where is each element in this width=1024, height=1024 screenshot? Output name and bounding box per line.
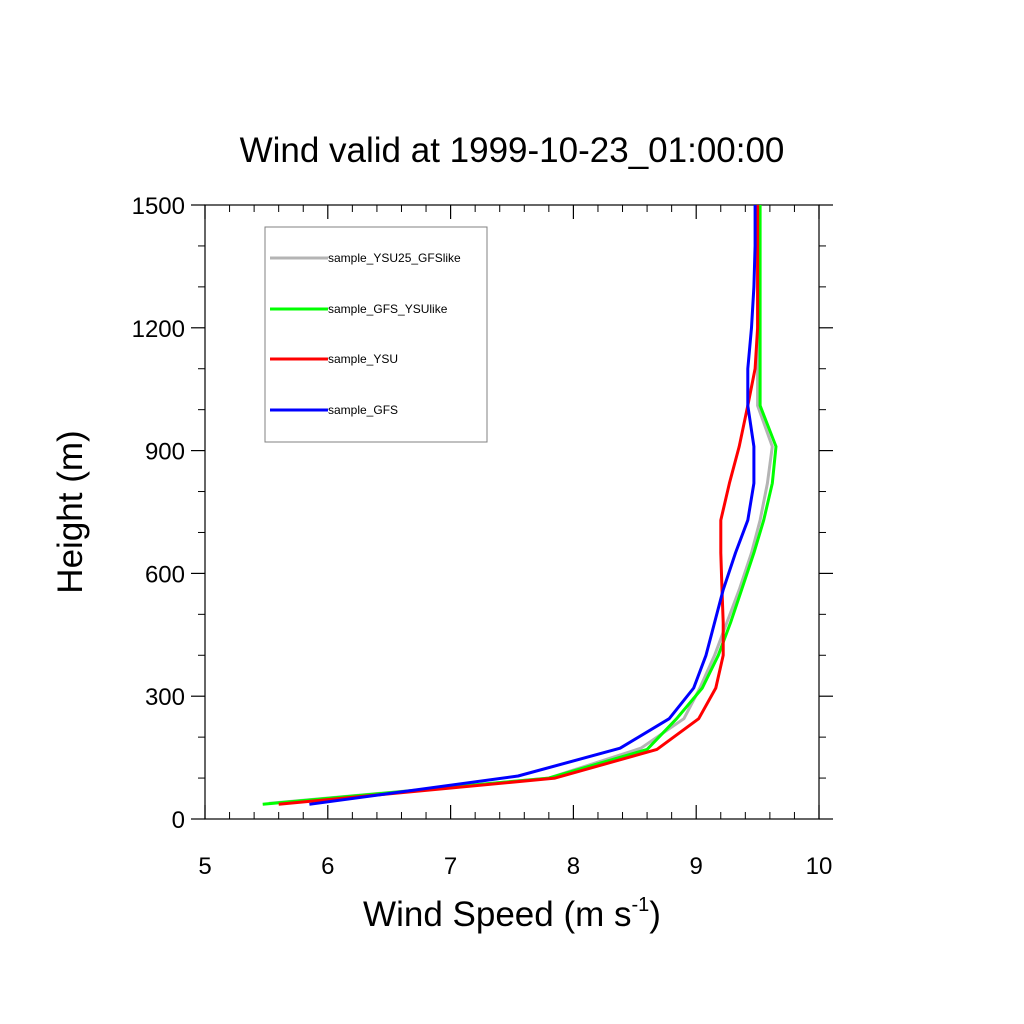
- axis-tick-labels: 5 6 7 8 9 10 0 300 600 900 1200 1500: [132, 193, 833, 880]
- y-tick-label: 600: [145, 561, 185, 588]
- y-tick-label: 300: [145, 684, 185, 711]
- x-tick-label: 9: [690, 853, 703, 880]
- legend: sample_YSU25_GFSlike sample_GFS_YSUlikesa…: [264, 226, 488, 443]
- y-tick-label: 1200: [132, 316, 185, 343]
- y-tick-label: 900: [145, 439, 185, 466]
- legend-label: sample_GFS: [328, 403, 398, 417]
- x-tick-label: 6: [321, 853, 334, 880]
- chart-title: Wind valid at 1999-10-23_01:00:00: [240, 131, 785, 170]
- legend-label: sample_YSU: [328, 352, 398, 366]
- legend-label: sample_GFS_YSUlike: [328, 302, 448, 316]
- legend-label: sample_YSU25_GFSlike: [328, 251, 461, 265]
- plot-area: 5 6 7 8 9 10 0 300 600 900 1200 1500: [132, 193, 833, 880]
- y-axis-label: Height (m): [51, 430, 90, 593]
- x-axis-label-close: ): [649, 895, 661, 934]
- axis-ticks: [191, 204, 833, 820]
- series-line-sample_GFS_YSUlike: [262, 205, 778, 806]
- x-tick-label: 5: [198, 853, 211, 880]
- x-axis-label-superscript: -1: [631, 894, 649, 916]
- legend-box: [264, 226, 488, 443]
- x-tick-label: 8: [567, 853, 580, 880]
- y-tick-label: 0: [172, 807, 185, 834]
- legend-items: sample_YSU25_GFSlike sample_GFS_YSUlikesa…: [270, 251, 461, 417]
- series-line-sample_GFS: [309, 205, 757, 806]
- series-line-sample_YSU25_GFSlike: [268, 205, 774, 805]
- x-tick-label: 10: [806, 853, 833, 880]
- series-lines: [262, 205, 778, 806]
- x-tick-label: 7: [444, 853, 457, 880]
- y-tick-label: 1500: [132, 193, 185, 220]
- x-axis-label-main: Wind Speed (m s: [363, 895, 631, 934]
- plot-frame: [204, 204, 820, 820]
- series-line-sample_YSU: [278, 205, 760, 806]
- x-axis-label: Wind Speed (m s-1): [363, 894, 661, 934]
